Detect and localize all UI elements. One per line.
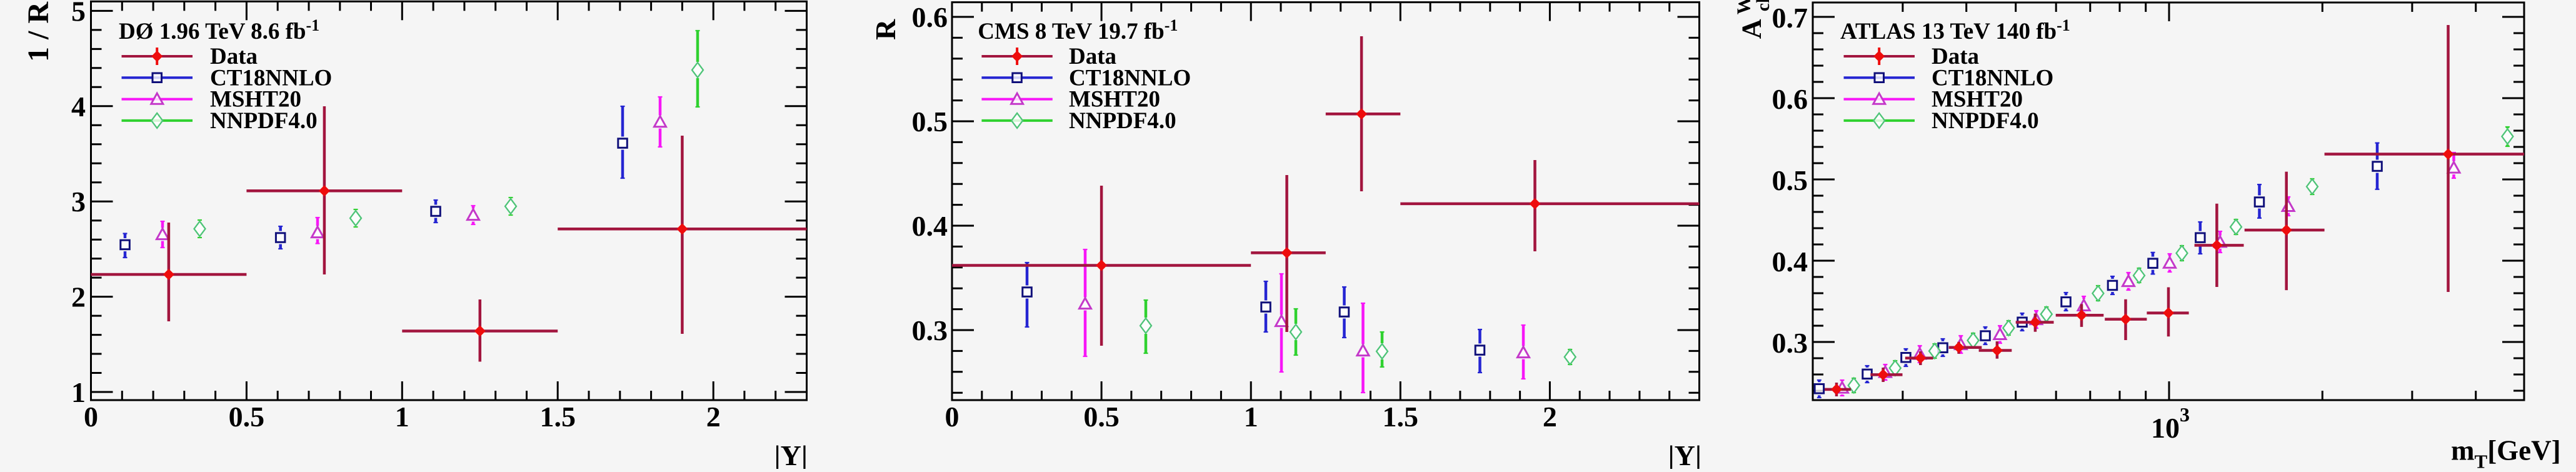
svg-text:3: 3 (71, 186, 86, 218)
svg-text:2: 2 (1543, 401, 1557, 433)
svg-text:0.4: 0.4 (1772, 246, 1808, 278)
svg-text:4: 4 (71, 91, 86, 123)
svg-text:0.7: 0.7 (1772, 2, 1808, 34)
svg-text:0: 0 (84, 401, 98, 433)
svg-text:1.5: 1.5 (1383, 401, 1419, 433)
svg-text:CMS 8 TeV 19.7 fb-1: CMS 8 TeV 19.7 fb-1 (978, 16, 1178, 44)
svg-text:1 / R: 1 / R (22, 1, 55, 62)
svg-text:A: A (1737, 19, 1767, 39)
svg-text:5: 5 (71, 0, 86, 27)
svg-text:|Y|: |Y| (774, 439, 808, 469)
svg-text:0.3: 0.3 (1772, 327, 1808, 359)
svg-text:0: 0 (945, 401, 960, 433)
svg-text:NNPDF4.0: NNPDF4.0 (1069, 108, 1176, 134)
svg-text:NNPDF4.0: NNPDF4.0 (210, 108, 318, 134)
svg-text:0.6: 0.6 (912, 1, 948, 33)
svg-text:0.5: 0.5 (1772, 164, 1808, 196)
svg-text:R: R (870, 19, 901, 40)
svg-text:0.5: 0.5 (1083, 401, 1120, 433)
svg-text:Data: Data (210, 44, 258, 69)
svg-text:0.6: 0.6 (1772, 83, 1808, 115)
svg-text:CT18NNLO: CT18NNLO (210, 65, 332, 91)
svg-text:W: W (1733, 0, 1755, 14)
svg-text:mT[GeV]: mT[GeV] (2451, 435, 2561, 469)
svg-text:2: 2 (71, 281, 86, 313)
svg-text:ATLAS 13 TeV 140 fb-1: ATLAS 13 TeV 140 fb-1 (1840, 16, 2070, 44)
svg-text:0.5: 0.5 (229, 401, 265, 433)
svg-text:0.3: 0.3 (912, 314, 948, 346)
svg-text:DØ 1.96 TeV 8.6 fb-1: DØ 1.96 TeV 8.6 fb-1 (119, 16, 319, 44)
svg-text:MSHT20: MSHT20 (1069, 87, 1160, 113)
svg-text:CT18NNLO: CT18NNLO (1932, 65, 2053, 91)
svg-text:1: 1 (1244, 401, 1258, 433)
svg-text:0.4: 0.4 (912, 210, 948, 242)
svg-text:1: 1 (395, 401, 409, 433)
svg-text:NNPDF4.0: NNPDF4.0 (1932, 108, 2039, 134)
svg-text:1: 1 (71, 376, 86, 408)
svg-text:Data: Data (1069, 44, 1116, 69)
svg-text:ch: ch (1753, 0, 1773, 11)
svg-text:Data: Data (1932, 44, 1979, 69)
svg-text:MSHT20: MSHT20 (210, 87, 301, 113)
svg-text:|Y|: |Y| (1668, 439, 1701, 469)
svg-text:2: 2 (706, 401, 721, 433)
svg-text:0.5: 0.5 (912, 106, 948, 138)
svg-text:MSHT20: MSHT20 (1932, 87, 2023, 113)
svg-text:CT18NNLO: CT18NNLO (1069, 65, 1191, 91)
svg-text:1.5: 1.5 (539, 401, 576, 433)
